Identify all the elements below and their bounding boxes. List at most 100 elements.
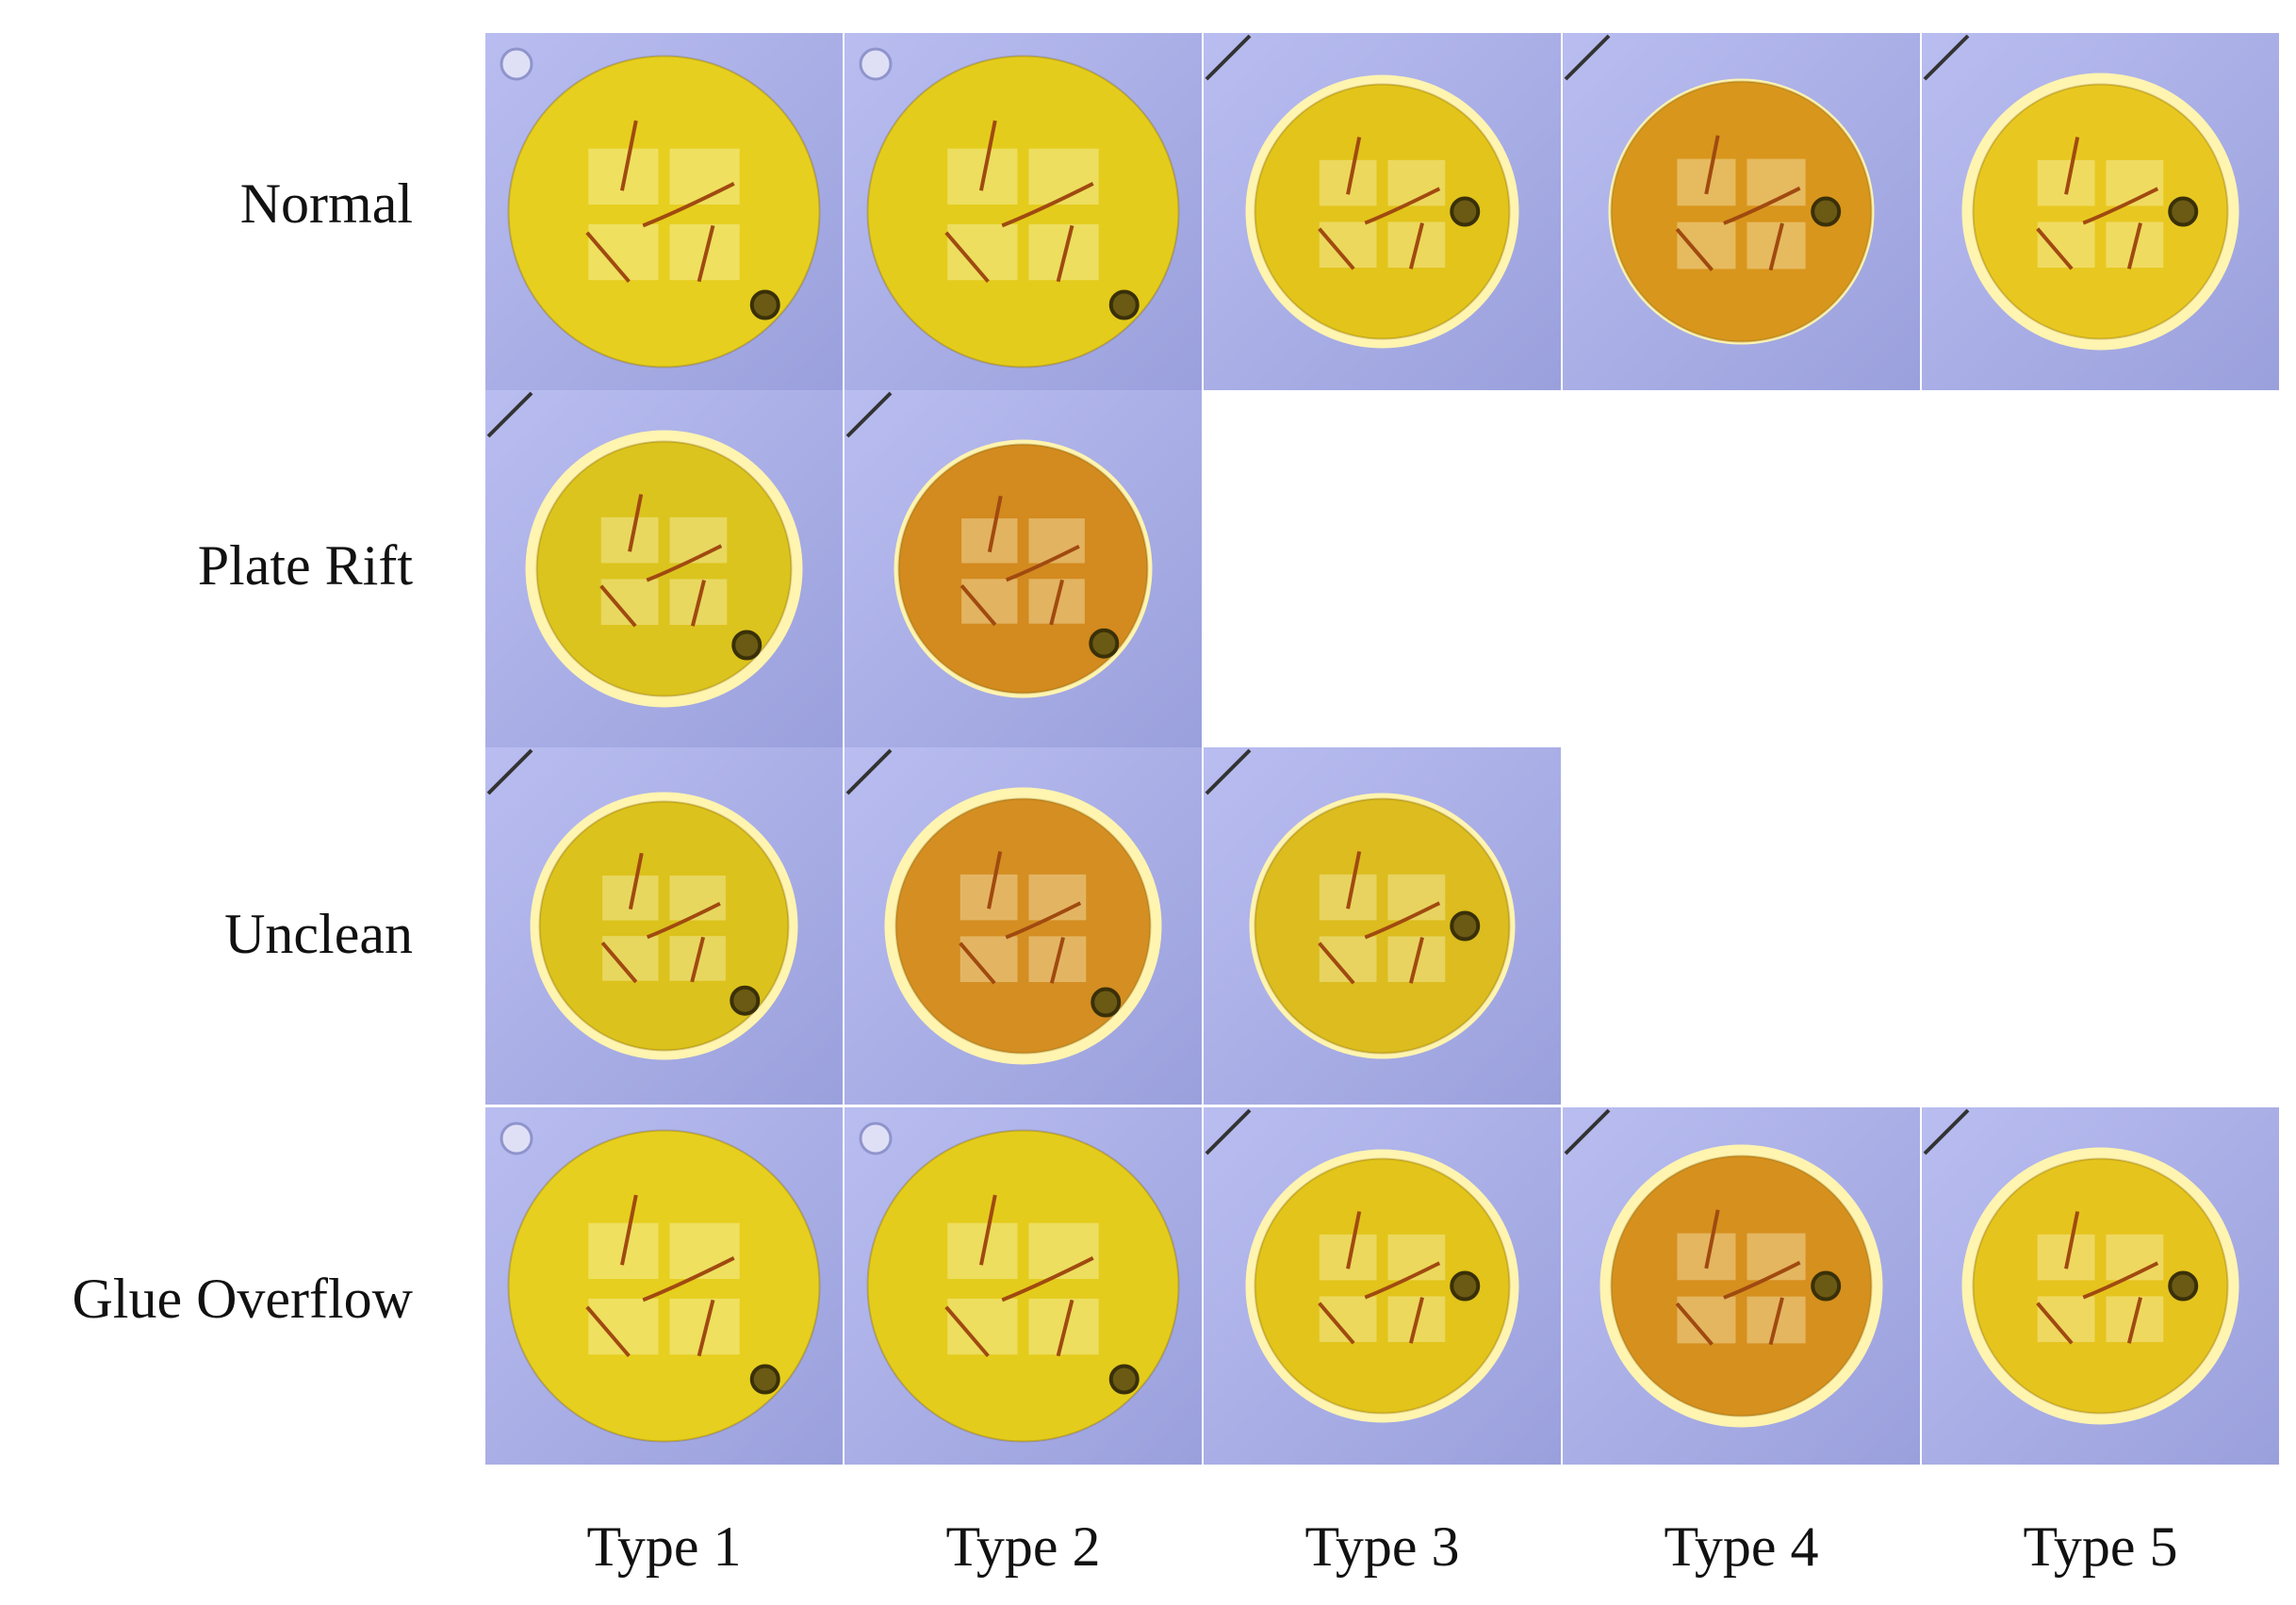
disc xyxy=(507,55,821,368)
sample-image xyxy=(845,33,1202,390)
column-label: Type 2 xyxy=(945,1515,1100,1578)
disc xyxy=(1972,83,2229,340)
pad xyxy=(947,1298,1018,1355)
column-label: Type 3 xyxy=(1304,1515,1459,1578)
pad xyxy=(669,148,740,205)
pad xyxy=(1319,159,1377,206)
wire xyxy=(585,1194,735,1358)
corner-mark xyxy=(859,47,893,81)
wire xyxy=(959,495,1080,627)
sample-image xyxy=(1563,1107,1920,1465)
disc xyxy=(897,443,1149,695)
disc xyxy=(894,797,1152,1055)
pad xyxy=(1319,1234,1377,1281)
disc xyxy=(1254,1157,1511,1415)
disc xyxy=(1254,797,1511,1055)
row-label: Normal xyxy=(240,172,413,235)
corner-mark xyxy=(486,748,533,795)
pad xyxy=(588,1298,659,1355)
cap xyxy=(731,630,763,661)
cap xyxy=(2168,1270,2199,1302)
cap xyxy=(1108,1364,1140,1395)
sample-image xyxy=(485,33,843,390)
pad xyxy=(600,516,659,564)
wire xyxy=(1318,1211,1441,1345)
corner-mark xyxy=(1564,1108,1611,1155)
cap xyxy=(1450,196,1481,227)
pad xyxy=(1677,158,1736,206)
corner-mark xyxy=(1205,34,1252,81)
sample-image xyxy=(845,1107,1202,1465)
cap xyxy=(730,985,761,1016)
sample-image xyxy=(1204,747,1561,1105)
wire xyxy=(944,120,1094,284)
disc xyxy=(1254,83,1511,340)
sample-image xyxy=(1204,1107,1561,1465)
disc xyxy=(1972,1157,2229,1415)
cap xyxy=(749,1364,780,1395)
cap xyxy=(1091,987,1122,1018)
sample-image xyxy=(1204,33,1561,390)
cap xyxy=(749,289,780,320)
disc xyxy=(535,440,793,697)
pad xyxy=(588,223,659,281)
wire xyxy=(600,852,721,984)
pad xyxy=(2037,159,2095,206)
pad xyxy=(1319,874,1377,921)
cap xyxy=(1089,628,1120,659)
corner-mark xyxy=(1923,1108,1970,1155)
corner-mark xyxy=(845,748,893,795)
column-label: Type 5 xyxy=(2023,1515,2177,1578)
cap xyxy=(1811,196,1842,227)
disc xyxy=(538,800,790,1052)
wire xyxy=(2036,1211,2159,1345)
pad xyxy=(1677,1233,1736,1281)
sample-image xyxy=(485,1107,843,1465)
wire xyxy=(585,120,735,284)
row-label: Plate Rift xyxy=(198,534,414,597)
sample-image xyxy=(1922,33,2279,390)
cap xyxy=(1811,1270,1842,1302)
pad xyxy=(602,876,659,921)
sample-image xyxy=(1563,33,1920,390)
corner-mark xyxy=(859,1122,893,1155)
corner-mark xyxy=(500,47,533,81)
wire xyxy=(944,1194,1094,1358)
cap xyxy=(1450,1270,1481,1302)
pad xyxy=(669,1222,740,1280)
wire xyxy=(1675,1209,1801,1346)
pad xyxy=(1028,148,1099,205)
pad xyxy=(947,223,1018,281)
cap xyxy=(1450,910,1481,942)
pad xyxy=(961,518,1018,564)
disc xyxy=(1610,80,1873,343)
sample-image xyxy=(485,747,843,1105)
sample-image xyxy=(845,390,1202,747)
corner-mark xyxy=(1923,34,1970,81)
column-label: Type 4 xyxy=(1664,1515,1818,1578)
sample-image xyxy=(485,390,843,747)
sample-image xyxy=(845,747,1202,1105)
pad xyxy=(959,874,1018,921)
wire xyxy=(1318,851,1441,985)
wire xyxy=(1318,137,1441,270)
corner-mark xyxy=(1564,34,1611,81)
disc xyxy=(1610,1155,1873,1417)
corner-mark xyxy=(845,391,893,438)
disc xyxy=(507,1129,821,1443)
row-label: Glue Overflow xyxy=(72,1268,413,1330)
row-label: Unclean xyxy=(224,903,413,965)
wire xyxy=(959,851,1082,985)
corner-mark xyxy=(1205,748,1252,795)
disc xyxy=(866,1129,1180,1443)
pad xyxy=(1028,1222,1099,1280)
disc xyxy=(866,55,1180,368)
wire xyxy=(1675,135,1801,271)
wire xyxy=(599,494,723,628)
sample-image xyxy=(1922,1107,2279,1465)
cap xyxy=(2168,196,2199,227)
wire xyxy=(2036,137,2159,270)
corner-mark xyxy=(486,391,533,438)
